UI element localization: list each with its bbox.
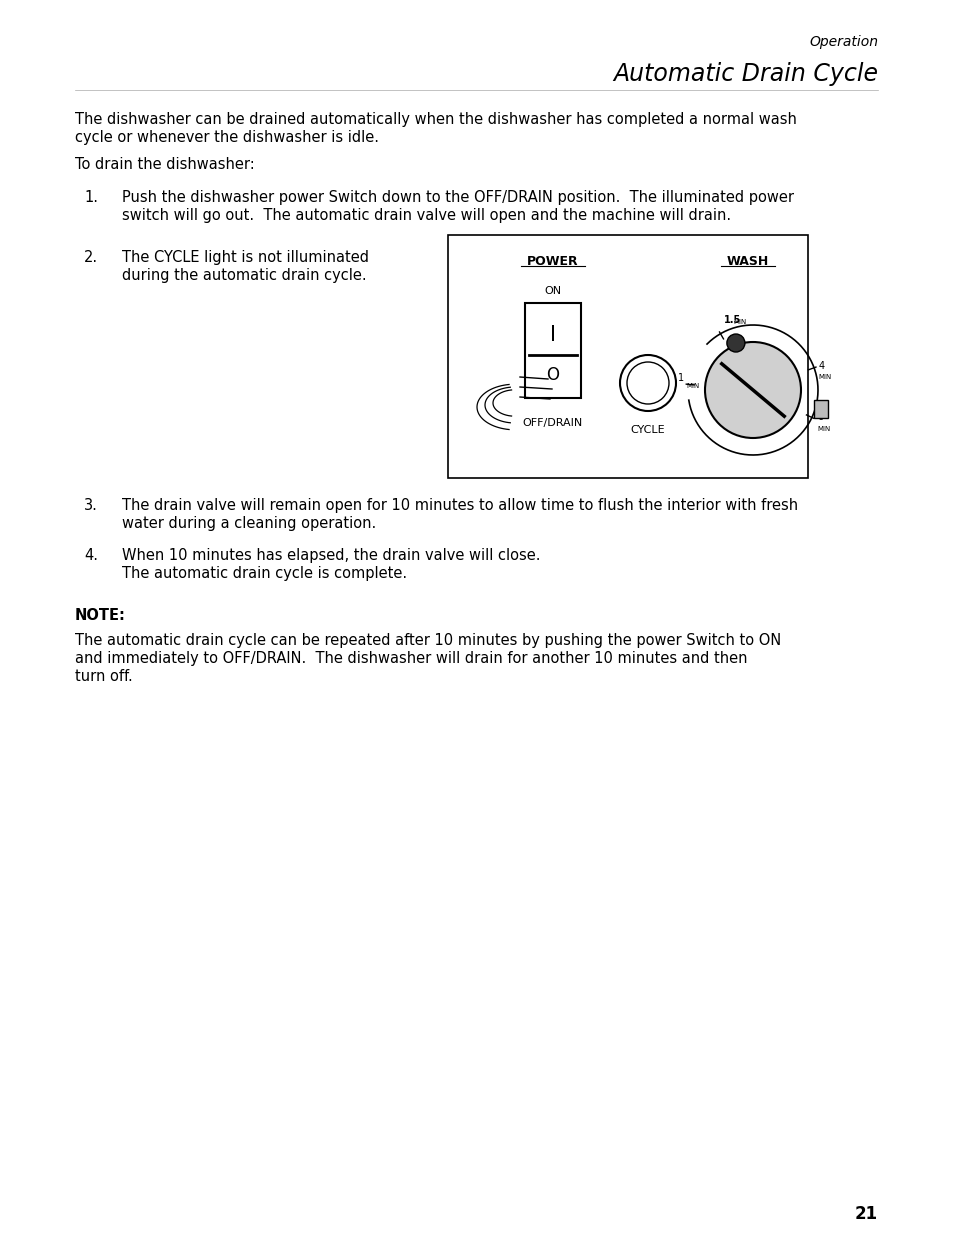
Text: MIN: MIN <box>817 426 830 431</box>
Text: NOTE:: NOTE: <box>75 608 126 622</box>
Text: MIN: MIN <box>733 320 746 326</box>
Text: 1: 1 <box>678 373 683 383</box>
Text: Automatic Drain Cycle: Automatic Drain Cycle <box>613 62 877 86</box>
Text: OFF/DRAIN: OFF/DRAIN <box>522 417 582 429</box>
Text: 3.: 3. <box>84 498 98 513</box>
Text: The dishwasher can be drained automatically when the dishwasher has completed a : The dishwasher can be drained automatica… <box>75 112 796 127</box>
Text: MIN: MIN <box>818 374 831 380</box>
Text: switch will go out.  The automatic drain valve will open and the machine will dr: switch will go out. The automatic drain … <box>122 207 730 224</box>
Text: To drain the dishwasher:: To drain the dishwasher: <box>75 157 254 172</box>
Circle shape <box>626 362 668 404</box>
Text: 2.: 2. <box>84 249 98 266</box>
Text: turn off.: turn off. <box>75 669 132 684</box>
Bar <box>448 235 807 478</box>
Text: 1.5: 1.5 <box>723 315 740 326</box>
Text: 4.: 4. <box>84 548 98 563</box>
Circle shape <box>704 342 801 438</box>
Text: WASH: WASH <box>726 254 768 268</box>
Text: MIN: MIN <box>685 383 699 389</box>
Text: The drain valve will remain open for 10 minutes to allow time to flush the inter: The drain valve will remain open for 10 … <box>122 498 798 513</box>
Bar <box>813 400 827 417</box>
Text: The CYCLE light is not illuminated: The CYCLE light is not illuminated <box>122 249 369 266</box>
Text: during the automatic drain cycle.: during the automatic drain cycle. <box>122 268 366 283</box>
Text: The automatic drain cycle can be repeated after 10 minutes by pushing the power : The automatic drain cycle can be repeate… <box>75 634 781 648</box>
Text: POWER: POWER <box>527 254 578 268</box>
Text: 4: 4 <box>818 361 824 370</box>
Text: water during a cleaning operation.: water during a cleaning operation. <box>122 516 375 531</box>
Bar <box>524 303 580 398</box>
Text: O: O <box>546 366 558 384</box>
Text: The automatic drain cycle is complete.: The automatic drain cycle is complete. <box>122 566 407 580</box>
Text: 21: 21 <box>854 1205 877 1223</box>
Circle shape <box>726 333 744 352</box>
Text: Push the dishwasher power Switch down to the OFF/DRAIN position.  The illuminate: Push the dishwasher power Switch down to… <box>122 190 793 205</box>
Text: 6: 6 <box>817 411 823 421</box>
Circle shape <box>619 354 676 411</box>
Text: Operation: Operation <box>808 35 877 49</box>
Text: When 10 minutes has elapsed, the drain valve will close.: When 10 minutes has elapsed, the drain v… <box>122 548 540 563</box>
Text: ON: ON <box>544 287 561 296</box>
Text: cycle or whenever the dishwasher is idle.: cycle or whenever the dishwasher is idle… <box>75 130 378 144</box>
Text: and immediately to OFF/DRAIN.  The dishwasher will drain for another 10 minutes : and immediately to OFF/DRAIN. The dishwa… <box>75 651 747 666</box>
Text: 1.: 1. <box>84 190 98 205</box>
Text: CYCLE: CYCLE <box>630 425 664 435</box>
Text: I: I <box>550 325 556 345</box>
